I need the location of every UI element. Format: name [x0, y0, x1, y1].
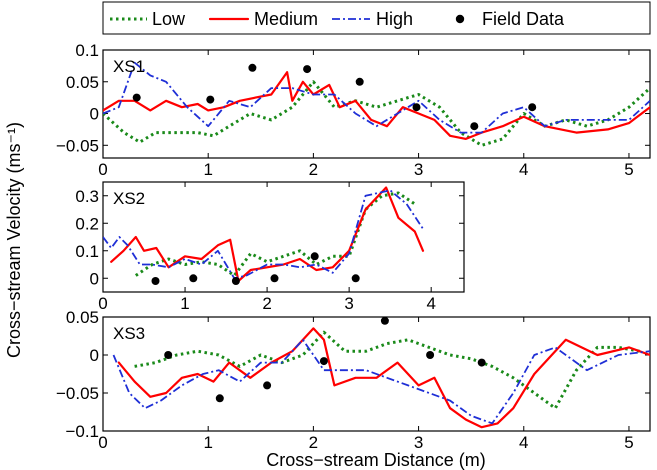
- field-data-point: [528, 103, 537, 112]
- legend-label: Field Data: [482, 9, 565, 29]
- legend-label: Low: [152, 9, 186, 29]
- x-tick-label: 2: [309, 160, 318, 179]
- field-data-point: [303, 65, 312, 74]
- field-data-point: [355, 77, 364, 86]
- field-data-point: [215, 394, 224, 403]
- series-line-medium: [117, 327, 650, 429]
- y-tick-label: 0.05: [66, 73, 99, 92]
- x-tick-label: 2: [309, 433, 318, 452]
- y-tick-label: 0.3: [75, 187, 99, 206]
- panel-xs1: 0 1 2 3 4 5 −0.05 0 0.05 0.1 XS1: [56, 41, 651, 179]
- field-data-point: [189, 274, 198, 283]
- panel-xs3: 0 1 2 3 4 5 −0.1 −0.05 0 0.05 XS3: [56, 308, 651, 452]
- field-data-point: [470, 122, 479, 131]
- panel-xs2: 0 1 2 3 4 0 0.1 0.2 0.3 XS2: [75, 181, 465, 313]
- y-tick-label: 0.1: [75, 242, 99, 261]
- series-line-low: [134, 330, 640, 410]
- field-data-point: [319, 357, 328, 366]
- x-tick-label: 3: [414, 160, 423, 179]
- panel-label: XS3: [113, 324, 145, 343]
- series-line-high: [103, 189, 424, 280]
- field-data-point: [310, 252, 319, 261]
- legend: Low Medium High Field Data: [102, 1, 651, 35]
- y-tick-label: 0.2: [75, 214, 99, 233]
- axes-frame: [102, 181, 465, 293]
- x-axis-label: Cross−stream Distance (m): [266, 450, 486, 470]
- x-tick-label: 5: [624, 160, 633, 179]
- field-data-point: [270, 274, 279, 283]
- x-tick-label: 0: [98, 433, 107, 452]
- y-tick-label: 0: [90, 105, 99, 124]
- legend-marker-field-data: [455, 14, 465, 24]
- field-data-point: [412, 103, 421, 112]
- x-tick-label: 1: [180, 294, 189, 313]
- legend-box: [102, 1, 651, 35]
- x-tick-label: 3: [414, 433, 423, 452]
- field-data-point: [351, 274, 360, 283]
- field-data-point: [151, 277, 160, 285]
- field-data-point: [380, 316, 389, 325]
- legend-label: Medium: [254, 9, 318, 29]
- field-data-point: [164, 351, 173, 359]
- x-tick-label: 1: [203, 160, 212, 179]
- field-data-point: [263, 381, 272, 390]
- y-tick-label: 0.05: [66, 308, 99, 327]
- x-tick-label: 4: [519, 160, 528, 179]
- field-data-point: [426, 351, 435, 359]
- field-data-point: [206, 95, 215, 104]
- x-tick-label: 0: [98, 160, 107, 179]
- x-tick-label: 2: [262, 294, 271, 313]
- x-tick-label: 4: [519, 433, 528, 452]
- x-tick-label: 0: [98, 294, 107, 313]
- axes-frame: [102, 316, 651, 432]
- x-tick-label: 5: [624, 433, 633, 452]
- x-tick-label: 1: [203, 433, 212, 452]
- field-data-point: [132, 93, 141, 102]
- y-tick-label: −0.1: [65, 422, 99, 441]
- x-tick-label: 4: [426, 294, 435, 313]
- axes-frame: [102, 49, 651, 159]
- y-tick-label: 0: [90, 269, 99, 288]
- field-data-point: [477, 358, 486, 367]
- y-tick-label: 0: [90, 346, 99, 365]
- panel-label: XS1: [113, 57, 145, 76]
- series-line-low: [103, 80, 650, 147]
- field-data-point: [248, 63, 257, 72]
- y-tick-label: −0.05: [56, 136, 99, 155]
- legend-label: High: [376, 9, 413, 29]
- field-data-point: [231, 277, 240, 285]
- series-line-high: [103, 61, 650, 134]
- x-tick-label: 3: [344, 294, 353, 313]
- y-tick-label: −0.05: [56, 384, 99, 403]
- series-line-medium: [110, 186, 425, 283]
- y-tick-label: 0.1: [75, 41, 99, 60]
- panel-label: XS2: [113, 189, 145, 208]
- series-line-medium: [103, 71, 650, 140]
- y-axis-label: Cross−stream Velocity (ms⁻¹): [4, 122, 24, 358]
